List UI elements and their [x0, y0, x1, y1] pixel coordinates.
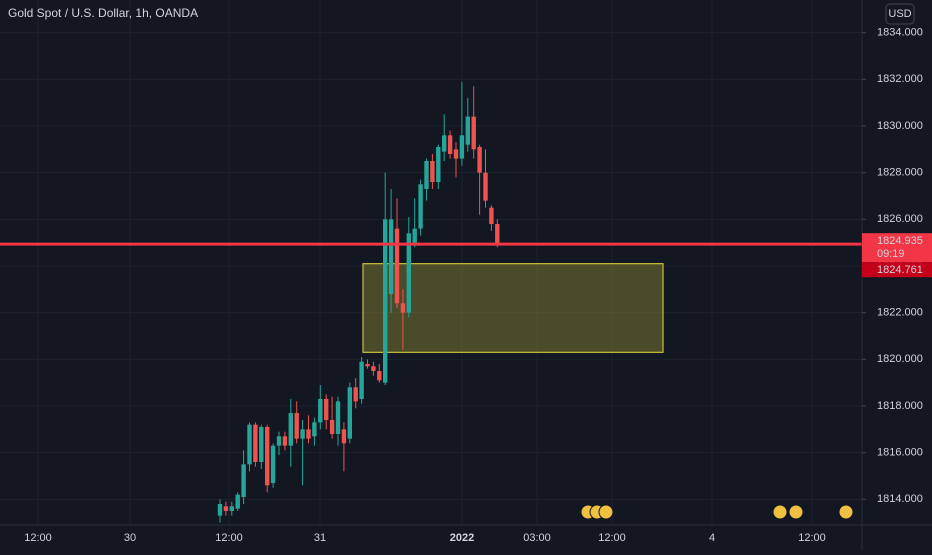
- candle-body: [400, 303, 406, 313]
- event-icon[interactable]: [838, 504, 854, 520]
- x-tick-label: 12:00: [598, 532, 626, 544]
- candle-body: [253, 424, 258, 462]
- candle-body: [388, 219, 394, 294]
- candle-body: [270, 445, 276, 483]
- candle-body: [247, 424, 252, 465]
- candle-body: [347, 387, 352, 439]
- candle-body: [483, 172, 488, 201]
- currency[interactable]: USD: [888, 8, 911, 20]
- x-tick-label: 03:00: [523, 532, 551, 544]
- candle-body: [453, 149, 459, 159]
- y-tick-label: 1828.000: [877, 167, 923, 179]
- candle-body: [394, 228, 400, 304]
- candle-body: [418, 184, 423, 229]
- candle-body: [477, 147, 482, 173]
- candle-body: [329, 420, 335, 434]
- candle-body: [412, 228, 417, 243]
- candle-body: [495, 224, 500, 245]
- y-tick-label: 1820.000: [877, 353, 923, 365]
- candle-body: [294, 413, 299, 439]
- candle-body: [259, 427, 264, 462]
- candle-body: [447, 135, 453, 154]
- candle-body: [276, 436, 282, 446]
- currency-box[interactable]: [885, 3, 915, 25]
- candle-body: [324, 399, 329, 420]
- plot: [0, 81, 862, 523]
- event-icons: [580, 504, 854, 520]
- x-tick-label: 31: [314, 532, 326, 544]
- candle-body: [318, 399, 323, 423]
- candle-body: [229, 506, 234, 511]
- candle-body: [377, 371, 382, 381]
- x-tick-label: 4: [709, 532, 715, 544]
- candle-body: [306, 429, 311, 439]
- x-tick-label: 2022: [450, 532, 474, 544]
- candle-body: [241, 464, 246, 497]
- y-tick-label: 1834.000: [877, 27, 923, 39]
- candle-body: [465, 116, 470, 145]
- candle-body: [430, 161, 435, 182]
- candle-body: [288, 413, 293, 446]
- candle-body: [312, 422, 317, 437]
- candle-body: [335, 401, 341, 434]
- candle-body: [442, 135, 447, 152]
- price-label: 1824.935: [877, 235, 923, 247]
- candle-body: [365, 364, 370, 367]
- candle-body: [359, 361, 364, 399]
- candle-body: [471, 116, 476, 150]
- candle-body: [223, 506, 229, 511]
- y-tick-label: 1818.000: [877, 400, 923, 412]
- x-tick-label: 12:00: [215, 532, 243, 544]
- bid-label: 1824.761: [877, 264, 923, 276]
- candle-body: [383, 219, 388, 383]
- x-tick-label: 30: [124, 532, 136, 544]
- chart-title: Gold Spot / U.S. Dollar, 1h, OANDA: [8, 6, 198, 20]
- candle-body: [341, 429, 347, 444]
- candle-body: [353, 387, 358, 402]
- price-label-box: [862, 233, 932, 263]
- event-icon[interactable]: [788, 504, 804, 520]
- candle-body: [436, 147, 441, 182]
- y-tick-label: 1826.000: [877, 213, 923, 225]
- y-tick-label: 1830.000: [877, 120, 923, 132]
- y-tick-label: 1822.000: [877, 307, 923, 319]
- candle-body: [282, 436, 288, 446]
- y-tick-label: 1816.000: [877, 447, 923, 459]
- grid: [0, 0, 862, 525]
- candle-body: [406, 233, 411, 313]
- candle-body: [489, 207, 494, 224]
- candle-body: [300, 429, 305, 439]
- x-tick-label: 12:00: [798, 532, 826, 544]
- candle-body: [371, 366, 376, 371]
- candle-body: [459, 135, 465, 159]
- event-icon[interactable]: [772, 504, 788, 520]
- candle-body: [424, 161, 429, 189]
- candle-body: [235, 494, 240, 509]
- bid-label-box: [862, 262, 932, 278]
- candle-body: [217, 504, 223, 516]
- countdown-label: 09:19: [877, 248, 905, 260]
- y-tick-label: 1814.000: [877, 493, 923, 505]
- y-tick-label: 1832.000: [877, 73, 923, 85]
- candle-body: [265, 427, 270, 486]
- event-icon[interactable]: [598, 504, 614, 520]
- x-tick-label: 12:00: [24, 532, 52, 544]
- zone: [362, 263, 664, 353]
